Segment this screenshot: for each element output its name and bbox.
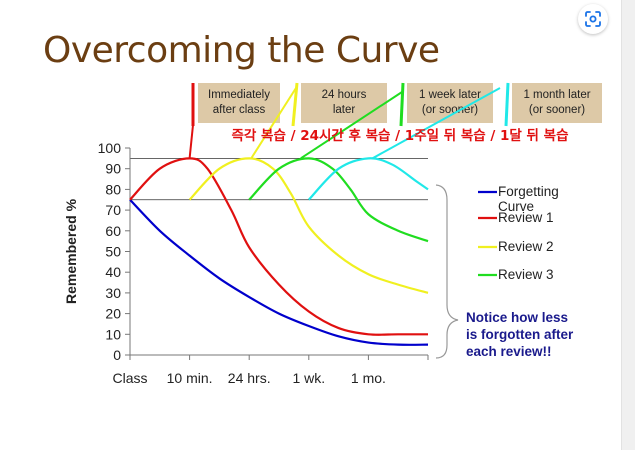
annotation-text: is forgotten after xyxy=(466,327,574,342)
x-tick-label: 24 hrs. xyxy=(228,370,271,386)
review-box-text: 24 hours xyxy=(322,89,367,101)
legend-label: Forgetting xyxy=(498,184,559,199)
review-box-marker xyxy=(504,82,510,127)
review-box xyxy=(512,83,602,123)
review-box-text: after class xyxy=(213,104,266,116)
annotation-text: each review!! xyxy=(466,344,552,359)
y-tick-label: 80 xyxy=(105,181,121,197)
page: Overcoming the Curve 0 10 20 30 40 50 60 70 80 90… xyxy=(43,4,608,386)
lens-search-icon xyxy=(585,11,601,27)
y-tick-label: 70 xyxy=(105,202,121,218)
series-line-review-2 xyxy=(188,157,429,294)
series-line-review-4 xyxy=(307,157,429,201)
page-title: Overcoming the Curve xyxy=(43,30,440,71)
annotation-text: Notice how less xyxy=(466,310,568,325)
y-tick-label: 100 xyxy=(98,140,122,156)
series-line-review-3 xyxy=(248,157,429,243)
y-tick-label: 50 xyxy=(105,244,121,260)
x-tick-label: 1 wk. xyxy=(292,370,325,386)
review-box-text: (or sooner) xyxy=(529,104,585,116)
y-tick-label: 0 xyxy=(113,347,121,363)
lens-search-button[interactable] xyxy=(578,4,608,34)
legend-label: Curve xyxy=(498,199,534,214)
review-box-marker xyxy=(291,82,299,127)
review-box-marker xyxy=(399,82,405,127)
review-box xyxy=(198,83,280,123)
y-tick-label: 10 xyxy=(105,326,121,342)
review-connector xyxy=(300,91,403,160)
chart-series xyxy=(129,157,429,346)
review-box-text: later xyxy=(333,104,356,116)
review-boxes: Immediately after class 24 hours later 1 wee… xyxy=(188,82,602,160)
forgetting-curve-chart: 0 10 20 30 40 50 60 70 80 90 100 Class 10 min. 24 hrs… xyxy=(63,82,602,386)
legend-label: Review 2 xyxy=(498,239,554,254)
y-axis-title: Remembered % xyxy=(63,198,79,304)
review-box-text: (or sooner) xyxy=(422,104,478,116)
series-line-forgetting-curve xyxy=(129,198,429,346)
y-tick-label: 30 xyxy=(105,285,121,301)
series-line-review-1 xyxy=(129,157,428,336)
chart-axes: 0 10 20 30 40 50 60 70 80 90 100 Class 10 min. 24 hrs… xyxy=(63,140,429,386)
y-tick-label: 60 xyxy=(105,223,121,239)
chart-grid xyxy=(130,157,428,201)
y-tick-label: 20 xyxy=(105,306,121,322)
review-box-text: 1 week later xyxy=(419,89,481,101)
y-tick-label: 90 xyxy=(105,161,121,177)
x-tick-label: 10 min. xyxy=(167,370,213,386)
y-tick-label: 40 xyxy=(105,264,121,280)
review-box-text: 1 month later xyxy=(523,89,590,101)
annotation-brace xyxy=(435,184,459,359)
korean-caption: 즉각 복습 / 24시간 후 복습 / 1주일 뒤 복습 / 1달 뒤 복습 xyxy=(231,127,568,144)
review-connector xyxy=(250,87,297,159)
review-box-text: Immediately xyxy=(208,89,270,101)
review-box xyxy=(301,83,387,123)
legend-label: Review 3 xyxy=(498,267,554,282)
legend-label: Review 1 xyxy=(498,210,554,225)
scrollbar[interactable] xyxy=(621,0,635,450)
review-connector xyxy=(371,87,501,160)
chart-annotation: Notice how less is forgotten after each re… xyxy=(435,184,574,359)
x-tick-label: 1 mo. xyxy=(351,370,386,386)
review-connector xyxy=(188,124,194,159)
x-tick-label: Class xyxy=(112,370,147,386)
